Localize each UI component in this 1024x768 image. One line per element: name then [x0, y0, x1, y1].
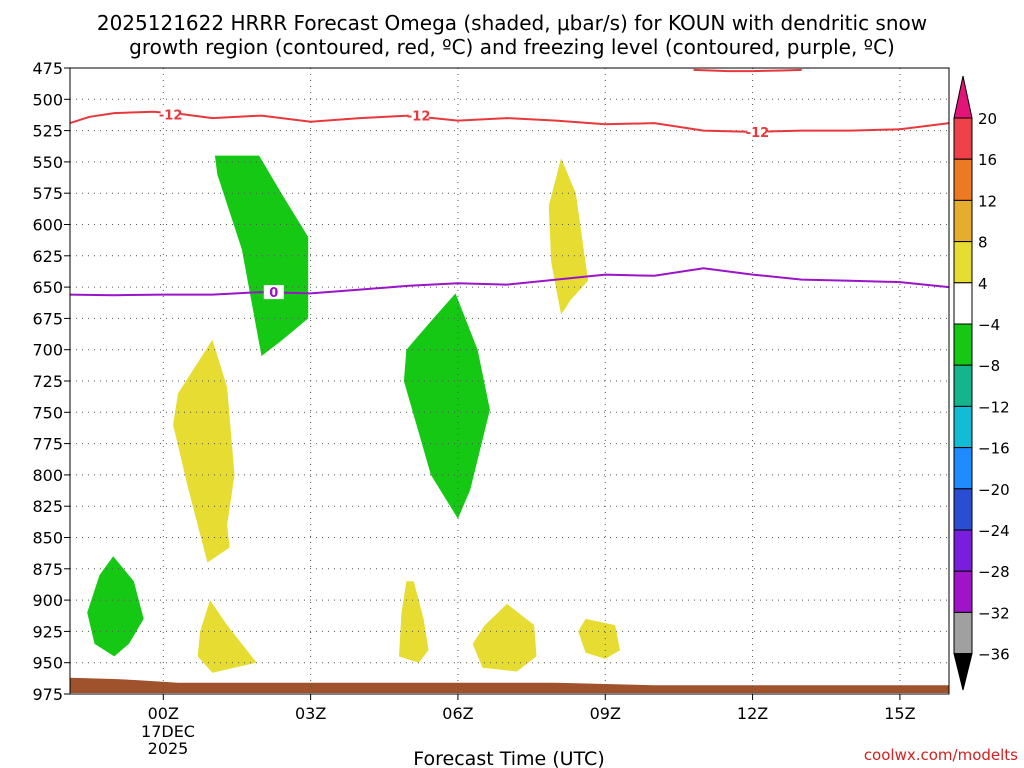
colorbar-top-arrow — [953, 75, 973, 119]
chart-title-line1: 2025121622 HRRR Forecast Omega (shaded, … — [97, 11, 927, 35]
colorbar-bin — [953, 529, 973, 572]
omega-area-9 — [578, 618, 620, 659]
x-tick-label: 15Z — [884, 704, 915, 723]
colorbar-bin — [953, 117, 973, 160]
colorbar-bin — [953, 282, 973, 325]
y-tick-label: 500 — [32, 90, 63, 109]
contour-label-bg — [747, 124, 768, 139]
y-tick-label: 600 — [32, 216, 63, 235]
date-label-year: 2025 — [148, 739, 189, 758]
terrain-fill — [70, 677, 949, 693]
x-tick-label: 09Z — [590, 704, 621, 723]
y-tick-label: 625 — [32, 247, 63, 266]
colorbar-label: −28 — [978, 563, 1010, 581]
colorbar-bin — [953, 241, 973, 284]
colorbar-label: 20 — [978, 110, 997, 128]
colorbar-label: −24 — [978, 522, 1010, 540]
colorbar-label: −12 — [978, 398, 1010, 416]
x-tick-label: 03Z — [295, 704, 326, 723]
colorbar-bin — [953, 570, 973, 613]
colorbar-label: −16 — [978, 440, 1010, 458]
contour-label: -12 — [407, 110, 431, 125]
gridlines — [70, 67, 949, 695]
x-axis: 00Z 03Z 06Z 09Z 12Z 15Z — [148, 694, 916, 723]
y-tick-label: 475 — [32, 59, 63, 78]
y-tick-label: 900 — [32, 591, 63, 610]
y-tick-label: 650 — [32, 278, 63, 297]
y-tick-label: 700 — [32, 341, 63, 360]
x-axis-label: Forecast Time (UTC) — [413, 748, 604, 768]
date-label-day: 17DEC — [141, 722, 195, 741]
y-tick-label: 575 — [32, 184, 63, 203]
terrain-area — [70, 677, 949, 693]
contour-label: -12 — [746, 126, 770, 141]
colorbar-label: −20 — [978, 481, 1010, 499]
colorbar-label: 4 — [978, 275, 988, 293]
colorbar-label: 8 — [978, 234, 988, 252]
y-tick-label: 800 — [32, 466, 63, 485]
y-tick-label: 525 — [32, 122, 63, 141]
omega-area-4 — [173, 339, 235, 563]
y-axis: 475 500 525 550 575 600 625 650 675 700 725 750 775 8… — [32, 59, 70, 704]
omega-area-6 — [197, 600, 257, 673]
colorbar-bin — [953, 611, 973, 655]
colorbar-bin — [953, 405, 973, 449]
colorbar-label: −32 — [978, 604, 1010, 622]
colorbar-bin — [953, 488, 973, 531]
y-tick-label: 775 — [32, 435, 63, 454]
colorbar-bin — [953, 364, 973, 407]
contour-label-bg — [408, 108, 429, 123]
contour-label-bg — [160, 107, 181, 122]
contour-line-2 — [693, 68, 802, 73]
colorbar-bottom-arrow — [953, 653, 973, 691]
omega-area-8 — [472, 603, 537, 672]
omega-area-3 — [87, 556, 144, 657]
y-tick-label: 675 — [32, 309, 63, 328]
contour-label-bg — [263, 285, 284, 300]
omega-area-2 — [403, 293, 490, 519]
colorbar-label: −36 — [978, 646, 1010, 664]
y-tick-label: 725 — [32, 372, 63, 391]
contour-line-1 — [69, 110, 950, 133]
omega-area-5 — [548, 158, 589, 315]
colorbar-label: 16 — [978, 151, 997, 169]
x-tick-label: 12Z — [737, 704, 768, 723]
colorbar-label: 12 — [978, 192, 997, 210]
contour-lines: -12 -12 -12 0 — [69, 68, 950, 301]
omega-area-1 — [214, 155, 309, 356]
x-tick-label: 06Z — [442, 704, 473, 723]
y-tick-label: 875 — [32, 560, 63, 579]
y-tick-label: 750 — [32, 403, 63, 422]
watermark: coolwx.com/modelts — [864, 746, 1018, 764]
colorbar-bin — [953, 447, 973, 490]
y-tick-label: 975 — [32, 685, 63, 704]
y-tick-label: 925 — [32, 622, 63, 641]
x-tick-label: 00Z — [148, 704, 179, 723]
colorbar-bin — [953, 199, 973, 243]
contour-label: -12 — [159, 108, 183, 123]
colorbar: 20 16 12 8 4 −4 −8 −12 −16 −20 −24 −28 −32 −36 — [953, 75, 1010, 691]
colorbar-label: −8 — [978, 357, 1000, 375]
colorbar-bin — [953, 323, 973, 366]
omega-shading — [87, 155, 620, 673]
colorbar-bin — [953, 158, 973, 201]
contour-line-3 — [69, 267, 950, 297]
y-tick-label: 550 — [32, 153, 63, 172]
y-tick-label: 825 — [32, 497, 63, 516]
omega-area-7 — [399, 581, 429, 663]
colorbar-label: −4 — [978, 316, 1000, 334]
y-tick-label: 850 — [32, 529, 63, 548]
y-tick-label: 950 — [32, 654, 63, 673]
contour-label: 0 — [269, 286, 278, 301]
chart-title-line2: growth region (contoured, red, ºC) and f… — [129, 35, 895, 59]
